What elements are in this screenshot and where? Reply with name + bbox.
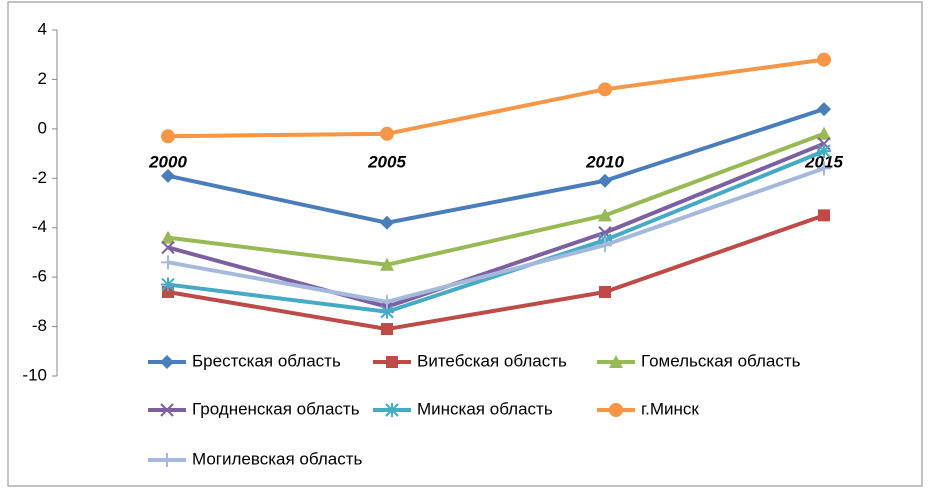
marker-shape bbox=[385, 403, 399, 417]
series-line bbox=[167, 57, 825, 139]
y-tick-label: -8 bbox=[32, 316, 47, 335]
series-line bbox=[167, 213, 825, 332]
marker bbox=[817, 52, 831, 67]
marker-shape bbox=[598, 173, 612, 188]
series-line bbox=[167, 166, 825, 304]
marker-shape bbox=[609, 403, 623, 417]
marker bbox=[817, 126, 831, 140]
y-tick-label: -4 bbox=[32, 217, 47, 236]
legend-label: Гродненская область bbox=[192, 399, 360, 418]
x-tick-label: 2000 bbox=[148, 152, 187, 171]
marker bbox=[381, 323, 393, 336]
marker-shape bbox=[380, 126, 394, 141]
marker-shape bbox=[161, 255, 175, 270]
marker bbox=[161, 129, 175, 144]
legend-label: г.Минск bbox=[641, 399, 699, 418]
marker-shape bbox=[380, 304, 394, 319]
marker bbox=[598, 208, 612, 222]
marker bbox=[598, 82, 612, 97]
marker-shape bbox=[160, 403, 174, 417]
marker bbox=[161, 255, 175, 270]
marker-shape bbox=[161, 168, 175, 183]
marker bbox=[380, 304, 394, 319]
marker-shape bbox=[160, 355, 174, 369]
marker-shape bbox=[609, 355, 623, 368]
marker-shape bbox=[818, 209, 830, 222]
marker-shape bbox=[817, 161, 831, 176]
marker bbox=[161, 168, 175, 183]
marker-shape bbox=[598, 238, 612, 253]
legend-marker bbox=[609, 355, 623, 368]
x-tick-label: 2010 bbox=[585, 152, 624, 171]
legend-marker bbox=[385, 403, 399, 417]
marker bbox=[161, 230, 175, 244]
marker bbox=[817, 144, 831, 159]
marker bbox=[599, 285, 611, 298]
x-tick-label: 2005 bbox=[367, 152, 406, 171]
series-line bbox=[167, 141, 825, 309]
marker-shape bbox=[599, 285, 611, 298]
marker bbox=[598, 238, 612, 253]
chart-frame bbox=[7, 1, 923, 487]
marker-shape bbox=[381, 323, 393, 336]
marker bbox=[598, 173, 612, 188]
legend-label: Витебская область bbox=[417, 351, 567, 370]
marker bbox=[161, 240, 175, 255]
marker-shape bbox=[161, 240, 175, 255]
y-tick-label: 0 bbox=[38, 118, 47, 137]
legend-label: Брестская область bbox=[192, 351, 341, 370]
marker bbox=[380, 257, 394, 271]
marker bbox=[380, 215, 394, 230]
y-tick-label: 4 bbox=[38, 19, 47, 38]
marker-shape bbox=[161, 230, 175, 244]
legend-marker bbox=[160, 453, 174, 467]
marker-shape bbox=[598, 82, 612, 97]
marker-shape bbox=[162, 285, 174, 298]
legend-marker bbox=[609, 403, 623, 417]
marker-shape bbox=[817, 126, 831, 140]
y-tick-label: 2 bbox=[38, 69, 47, 88]
marker bbox=[162, 285, 174, 298]
marker bbox=[380, 294, 394, 309]
series-line bbox=[167, 149, 825, 314]
series-line bbox=[167, 107, 825, 225]
marker bbox=[817, 161, 831, 176]
marker-shape bbox=[380, 294, 394, 309]
marker-shape bbox=[817, 102, 831, 117]
y-tick-label: -6 bbox=[32, 267, 47, 286]
legend-label: Гомельская область bbox=[641, 351, 801, 370]
marker bbox=[380, 126, 394, 141]
marker-shape bbox=[386, 356, 398, 368]
marker-shape bbox=[161, 277, 175, 292]
y-tick-label: -10 bbox=[22, 365, 47, 384]
marker-shape bbox=[161, 129, 175, 144]
marker bbox=[817, 102, 831, 117]
legend-marker bbox=[160, 355, 174, 369]
legend-marker bbox=[386, 356, 398, 368]
y-tick-label: -2 bbox=[32, 168, 47, 187]
marker-shape bbox=[817, 52, 831, 67]
legend-label: Минская область bbox=[417, 399, 553, 418]
legend-marker bbox=[160, 403, 174, 417]
legend-label: Могилевская область bbox=[192, 449, 363, 468]
marker-shape bbox=[160, 453, 174, 467]
marker-shape bbox=[380, 215, 394, 230]
marker bbox=[161, 277, 175, 292]
marker-shape bbox=[380, 257, 394, 271]
marker-shape bbox=[598, 208, 612, 222]
marker bbox=[818, 209, 830, 222]
series-line bbox=[167, 131, 825, 267]
marker-shape bbox=[817, 144, 831, 159]
